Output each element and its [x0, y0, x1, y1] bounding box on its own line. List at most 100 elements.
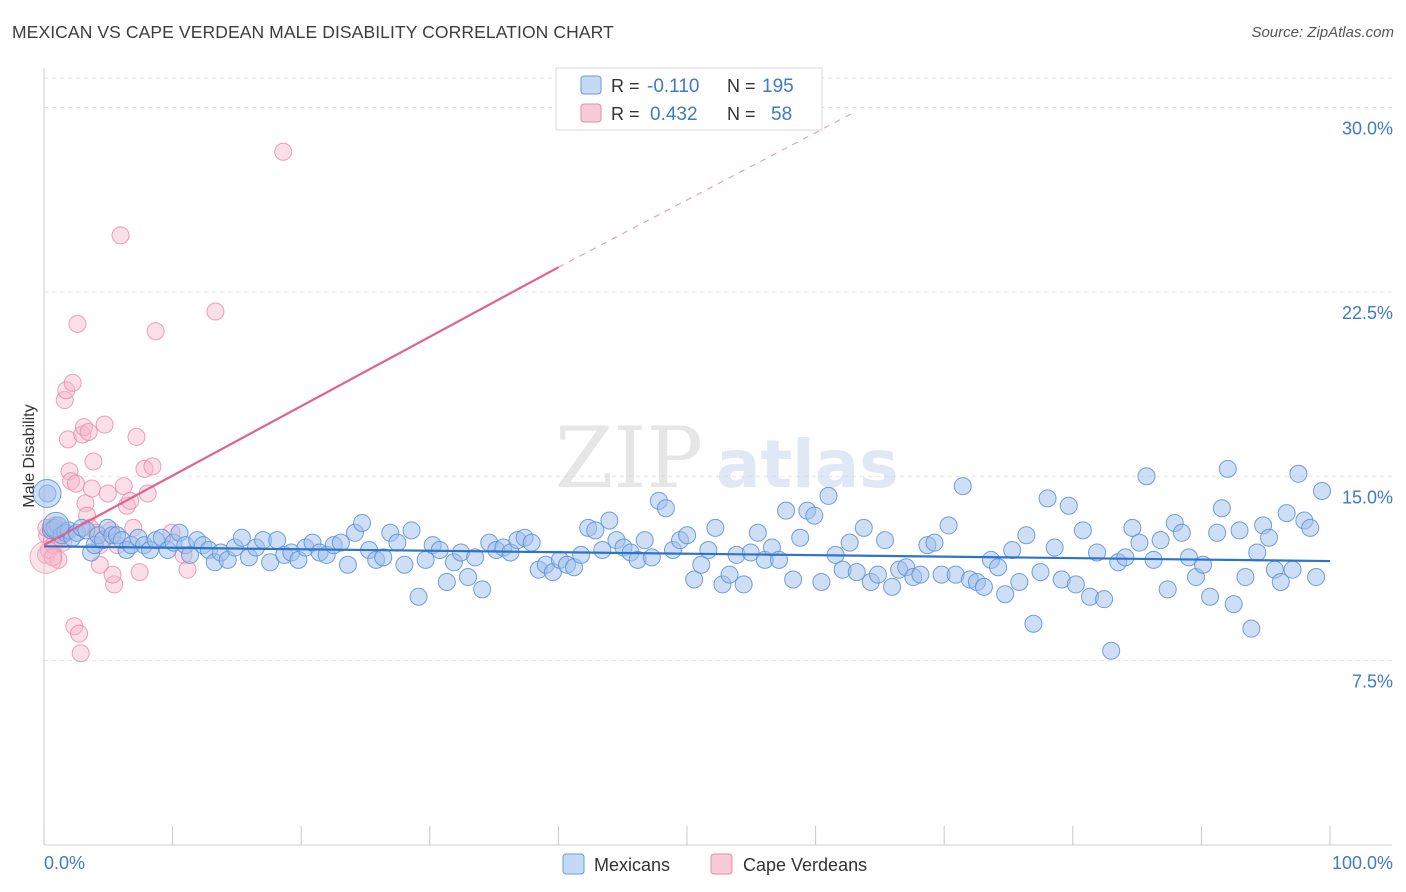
mexican-point [1208, 523, 1227, 542]
mexican-point [656, 499, 675, 518]
mexican-point [974, 577, 993, 596]
mexican-point [32, 478, 62, 508]
cape-verdean-point [57, 381, 76, 400]
mexican-point [1212, 499, 1231, 518]
mexican-point [868, 565, 887, 584]
legend-n-label-0: N = [727, 76, 756, 96]
mexican-point [953, 477, 972, 496]
legend-r-label-0: R = [611, 76, 640, 96]
legend-r-value-1: 0.432 [650, 104, 698, 125]
mexican-point [1307, 568, 1326, 587]
mexican-point [642, 548, 661, 567]
y-tick-label-0: 7.5% [1352, 672, 1393, 692]
mexicans-trend-line [43, 545, 1331, 563]
mexican-point [1283, 560, 1302, 579]
legend-r-label-1: R = [611, 104, 640, 124]
bottom-legend-mexicans: Mexicans [594, 855, 670, 875]
mexican-point [261, 553, 280, 572]
mexican-point [459, 568, 478, 587]
mexican-point [1088, 543, 1107, 562]
mexican-point [1123, 518, 1142, 537]
mexican-point [1313, 482, 1331, 500]
mexican-point [635, 531, 654, 550]
cape-verdean-point [127, 427, 146, 446]
cape-verdean-point [63, 373, 82, 392]
cape-verdean-point [95, 415, 114, 434]
mexican-point [1066, 575, 1085, 594]
mexican-point [706, 518, 725, 537]
cape-verdean-point [29, 540, 63, 574]
cape-verdean-point [43, 548, 62, 567]
mexican-point [1277, 504, 1296, 523]
mexican-point [600, 511, 619, 530]
legend-swatch-cape-verdeans [580, 103, 602, 123]
cape-verdean-point [84, 452, 103, 471]
mexican-point [1116, 548, 1135, 567]
bottom-legend-swatch-cape-verdeans [710, 853, 733, 875]
mexican-point [1130, 533, 1149, 552]
cape-verdean-point [58, 430, 77, 449]
mexican-point [692, 555, 711, 574]
cape-verdean-point [146, 322, 165, 341]
mexican-point [819, 486, 838, 505]
trend-lines [43, 111, 1331, 563]
mexican-point [812, 572, 831, 591]
cape-verdeans-trend-extension [558, 111, 855, 268]
bottom-legend-swatch-mexicans [562, 853, 585, 875]
mexican-point [1158, 580, 1177, 599]
mexican-point [181, 545, 200, 564]
mexican-point [522, 533, 541, 552]
mexican-point [232, 528, 251, 547]
legend-n-value-0: 195 [762, 76, 794, 97]
mexican-point [388, 533, 407, 552]
cape-verdean-point [103, 565, 122, 584]
legend-swatch-mexicans [580, 75, 602, 95]
mexican-point [1031, 563, 1050, 582]
mexican-point [409, 587, 428, 606]
mexican-point [1201, 587, 1220, 606]
cape-verdeans-points [29, 142, 293, 663]
mexican-point [1218, 459, 1237, 478]
source-label: Source: ZipAtlas.com [1251, 24, 1394, 41]
mexicans-points [32, 459, 1331, 660]
mexican-point [911, 565, 930, 584]
cape-verdean-point [71, 644, 90, 663]
mexican-point [1038, 489, 1057, 508]
mexican-point [1024, 614, 1043, 633]
mexican-point [854, 518, 873, 537]
mexican-point [572, 545, 591, 564]
legend-n-label-1: N = [727, 104, 756, 124]
cape-verdean-point [68, 314, 87, 333]
mexican-point [996, 585, 1015, 604]
mexican-point [1224, 595, 1243, 614]
mexican-point [847, 563, 866, 582]
mexican-point [1271, 572, 1290, 591]
mexican-point [734, 575, 753, 594]
x-tick-label-1: 100.0% [1332, 853, 1393, 873]
mexican-point [1017, 526, 1036, 545]
mexican-point [338, 555, 357, 574]
mexican-point [1301, 518, 1320, 537]
mexican-point [1095, 590, 1114, 609]
mexican-point [395, 555, 414, 574]
mexican-point [939, 516, 958, 535]
mexican-point [1172, 523, 1191, 542]
mexican-point [353, 513, 372, 532]
mexican-point [741, 543, 760, 562]
mexican-point [1179, 548, 1198, 567]
cape-verdean-point [66, 474, 85, 493]
cape-verdean-point [62, 472, 81, 491]
cape-verdean-point [274, 142, 293, 161]
mexican-point [883, 577, 902, 596]
watermark-atlas: atlas [716, 426, 899, 503]
mexican-point [402, 521, 421, 540]
chart-title: MEXICAN VS CAPE VERDEAN MALE DISABILITY … [12, 22, 614, 42]
bottom-legend: Mexicans Cape Verdeans [562, 853, 867, 875]
mexican-point [1248, 543, 1267, 562]
mexican-point [685, 570, 704, 589]
cape-verdeans-trend-line [43, 266, 559, 547]
legend-r-value-0: -0.110 [647, 76, 699, 97]
cape-verdean-point [74, 418, 93, 437]
y-tick-label-3: 30.0% [1342, 119, 1393, 139]
